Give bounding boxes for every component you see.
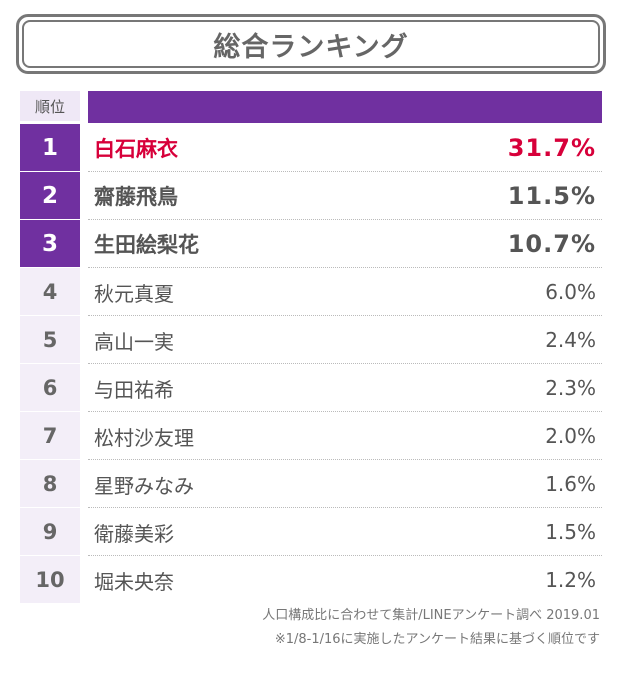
- rank-number: 3: [20, 220, 80, 268]
- table-row: 10 堀未央奈 1.2%: [20, 556, 602, 604]
- member-name: 与田祐希: [94, 377, 174, 402]
- member-name: 秋元真夏: [94, 281, 174, 306]
- member-name: 齋藤飛鳥: [94, 185, 178, 209]
- row-divider: [88, 219, 602, 220]
- title-box: 総合ランキング: [16, 14, 606, 74]
- row-divider: [88, 459, 602, 460]
- footnote-source: 人口構成比に合わせて集計/LINEアンケート調べ 2019.01: [262, 608, 600, 623]
- member-name: 生田絵梨花: [94, 233, 199, 257]
- vote-percent: 1.2%: [545, 568, 596, 592]
- table-row: 4 秋元真夏 6.0%: [20, 268, 602, 316]
- rank-number: 7: [20, 412, 80, 460]
- row-divider: [88, 315, 602, 316]
- member-name: 高山一実: [94, 329, 174, 354]
- row-divider: [88, 555, 602, 556]
- member-name: 衛藤美彩: [94, 521, 174, 546]
- member-name: 白石麻衣: [94, 137, 178, 161]
- title-box-inner: 総合ランキング: [22, 20, 600, 68]
- vote-percent: 6.0%: [545, 280, 596, 304]
- vote-percent: 1.6%: [545, 472, 596, 496]
- vote-percent: 2.0%: [545, 424, 596, 448]
- table-row: 7 松村沙友理 2.0%: [20, 412, 602, 460]
- table-row: 3 生田絵梨花 10.7%: [20, 220, 602, 268]
- member-name: 堀未央奈: [94, 569, 174, 594]
- chart-title: 総合ランキング: [213, 31, 409, 63]
- rank-number: 2: [20, 172, 80, 220]
- vote-percent: 11.5%: [507, 182, 596, 210]
- member-name: 松村沙友理: [94, 425, 194, 450]
- rank-number: 6: [20, 364, 80, 412]
- rank-number: 1: [20, 124, 80, 172]
- row-divider: [88, 363, 602, 364]
- table-row: 2 齋藤飛鳥 11.5%: [20, 172, 602, 220]
- table-row: 5 高山一実 2.4%: [20, 316, 602, 364]
- member-name: 星野みなみ: [94, 473, 194, 498]
- rank-column-header: 順位: [20, 91, 80, 121]
- table-row: 9 衛藤美彩 1.5%: [20, 508, 602, 556]
- row-divider: [88, 411, 602, 412]
- vote-percent: 10.7%: [507, 230, 596, 258]
- rank-number: 5: [20, 316, 80, 364]
- row-divider: [88, 171, 602, 172]
- table-row: 6 与田祐希 2.3%: [20, 364, 602, 412]
- table-row: 8 星野みなみ 1.6%: [20, 460, 602, 508]
- rank-number: 4: [20, 268, 80, 316]
- header-bar: [88, 91, 602, 123]
- rank-number: 9: [20, 508, 80, 556]
- row-divider: [88, 267, 602, 268]
- vote-percent: 2.4%: [545, 328, 596, 352]
- rank-number: 10: [20, 556, 80, 604]
- rank-number: 8: [20, 460, 80, 508]
- footnotes: 人口構成比に合わせて集計/LINEアンケート調べ 2019.01 ※1/8-1/…: [262, 604, 600, 652]
- table-row: 1 白石麻衣 31.7%: [20, 124, 602, 172]
- vote-percent: 2.3%: [545, 376, 596, 400]
- ranking-table: 1 白石麻衣 31.7% 2 齋藤飛鳥 11.5% 3 生田絵梨花 10.7% 4 秋元真夏 6.0%…: [20, 124, 602, 604]
- footnote-period: ※1/8-1/16に実施したアンケート結果に基づく順位です: [274, 632, 600, 647]
- vote-percent: 1.5%: [545, 520, 596, 544]
- vote-percent: 31.7%: [507, 134, 596, 162]
- row-divider: [88, 507, 602, 508]
